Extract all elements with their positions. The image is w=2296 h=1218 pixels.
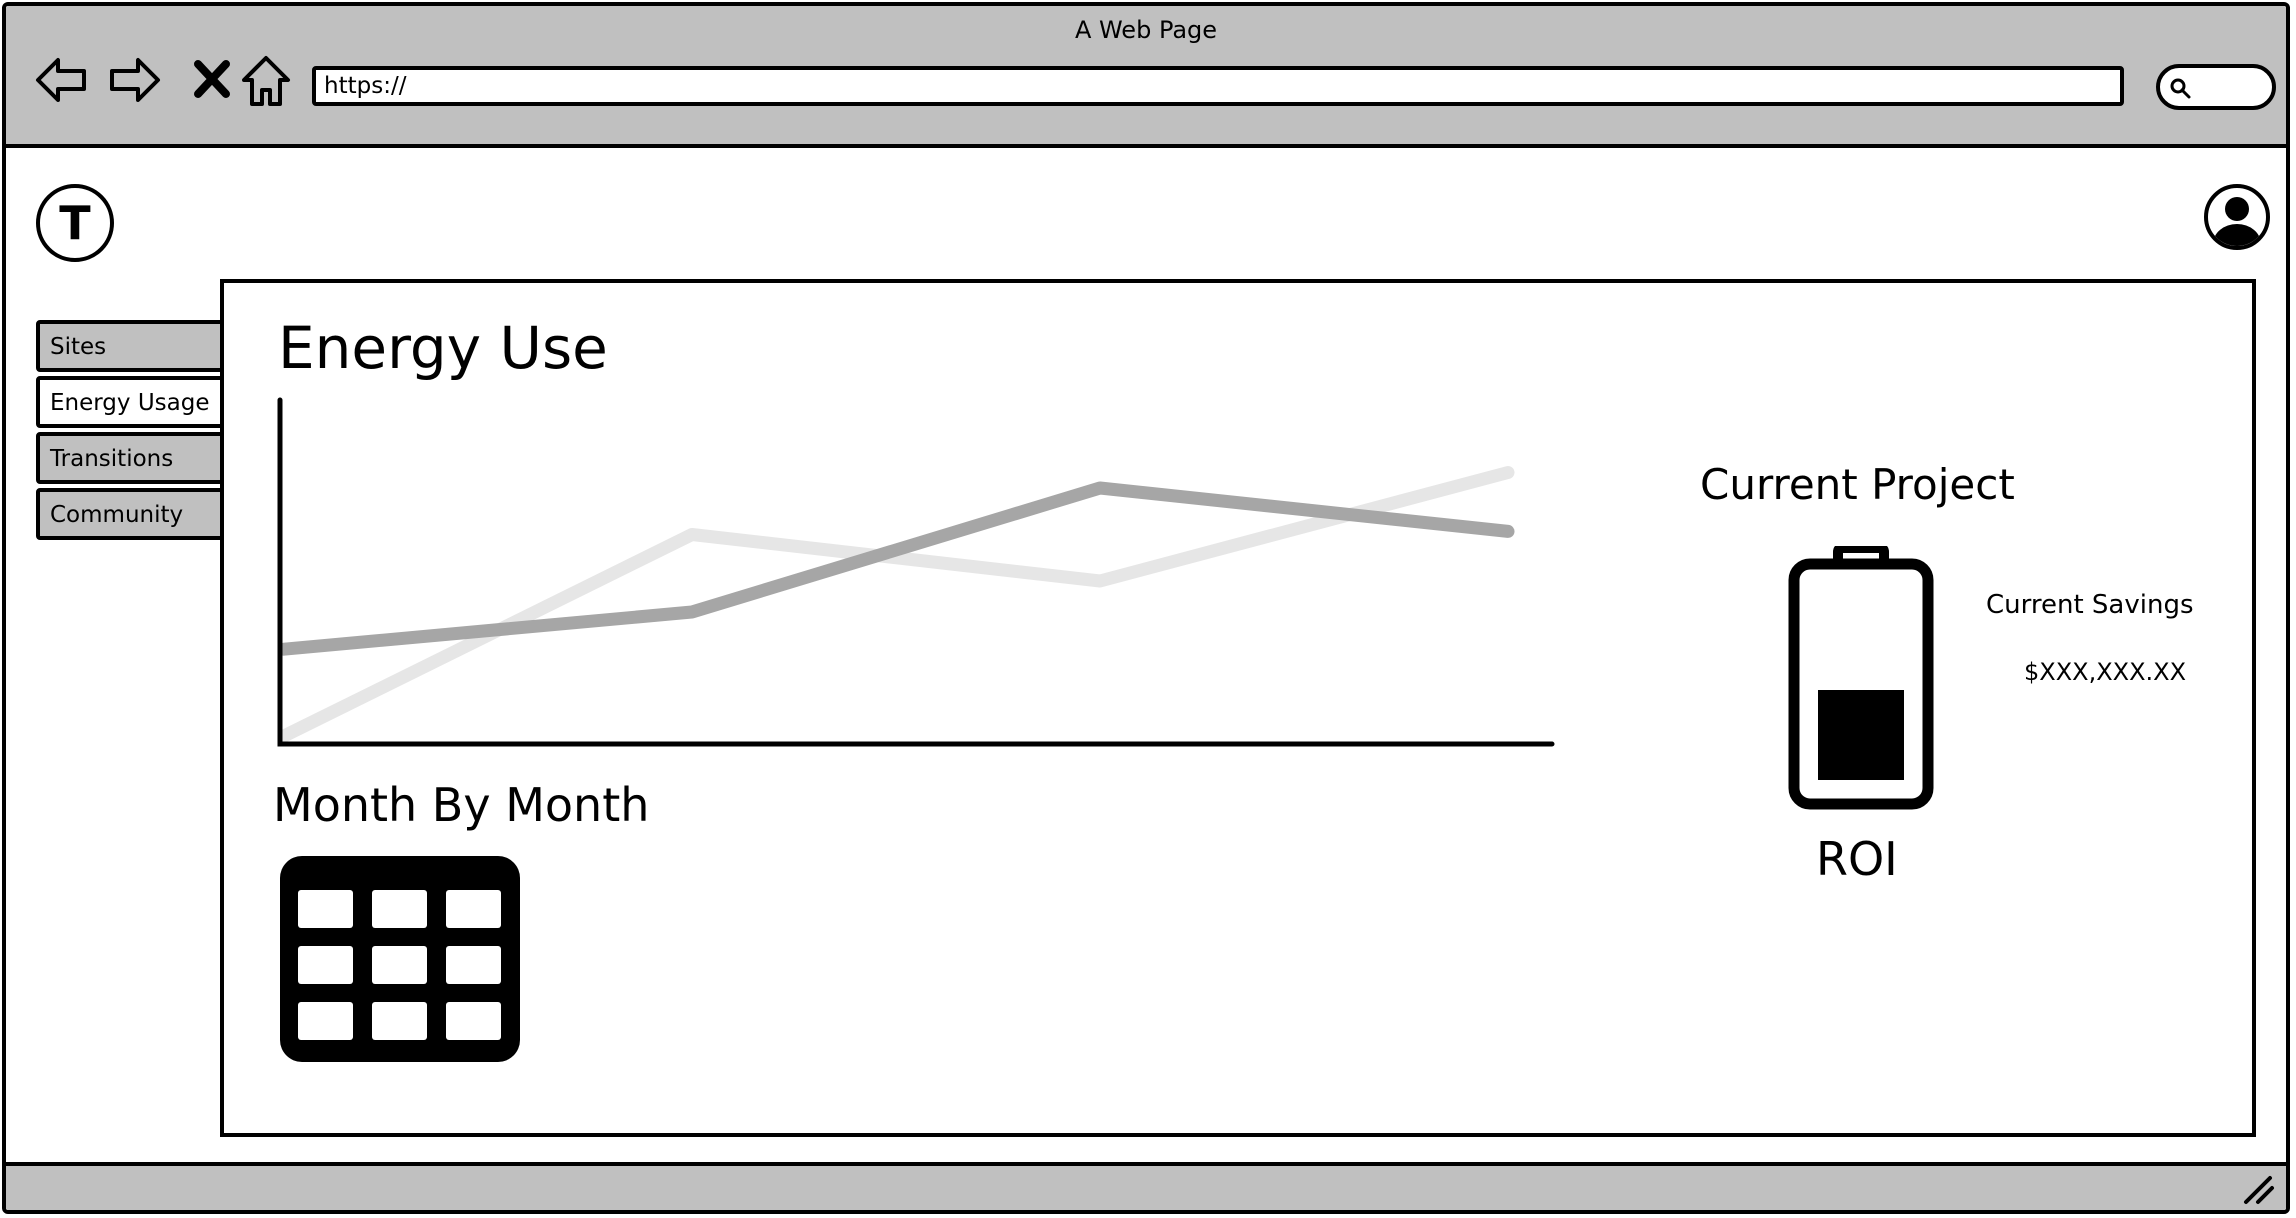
roi-label: ROI — [1816, 832, 1898, 886]
battery-level-fill — [1818, 690, 1904, 780]
chart-series-line-2 — [277, 481, 1515, 656]
energy-use-title: Energy Use — [278, 314, 608, 382]
sidebar-item-label: Community — [50, 502, 184, 528]
current-project-title: Current Project — [1700, 460, 2015, 509]
user-avatar-icon[interactable] — [2202, 182, 2272, 252]
home-icon[interactable] — [236, 50, 296, 110]
address-bar[interactable]: https:// — [312, 66, 2124, 106]
forward-arrow-icon[interactable] — [104, 50, 164, 110]
month-by-month-title: Month By Month — [273, 778, 650, 832]
sidebar-item-transitions[interactable]: Transitions — [36, 432, 224, 484]
status-bar — [6, 1162, 2286, 1210]
address-bar-text: https:// — [324, 73, 407, 99]
current-savings-label: Current Savings — [1986, 590, 2194, 620]
title-bar: A Web Page https:// — [6, 6, 2286, 148]
sidebar-item-label: Energy Usage — [50, 390, 210, 416]
back-arrow-icon[interactable] — [32, 50, 92, 110]
search-field[interactable] — [2156, 64, 2276, 110]
app-logo[interactable]: T — [36, 184, 114, 262]
chart-axes — [277, 397, 1555, 747]
battery-icon — [1788, 546, 1934, 810]
current-savings-value: $XXX,XXX.XX — [2024, 658, 2187, 686]
chart-series-group — [277, 466, 1515, 743]
sidebar-item-energy-usage[interactable]: Energy Usage — [36, 376, 224, 428]
sidebar-item-label: Sites — [50, 334, 107, 360]
window-title: A Web Page — [1074, 16, 1218, 44]
close-icon[interactable] — [182, 50, 242, 110]
energy-line-chart — [277, 397, 1555, 747]
calendar-grid-icon[interactable] — [280, 856, 520, 1062]
sidebar-item-sites[interactable]: Sites — [36, 320, 224, 372]
sidebar-item-label: Transitions — [50, 446, 174, 472]
sidebar-item-community[interactable]: Community — [36, 488, 224, 540]
search-icon — [2170, 78, 2191, 99]
resize-grip-icon[interactable] — [2240, 1172, 2276, 1206]
